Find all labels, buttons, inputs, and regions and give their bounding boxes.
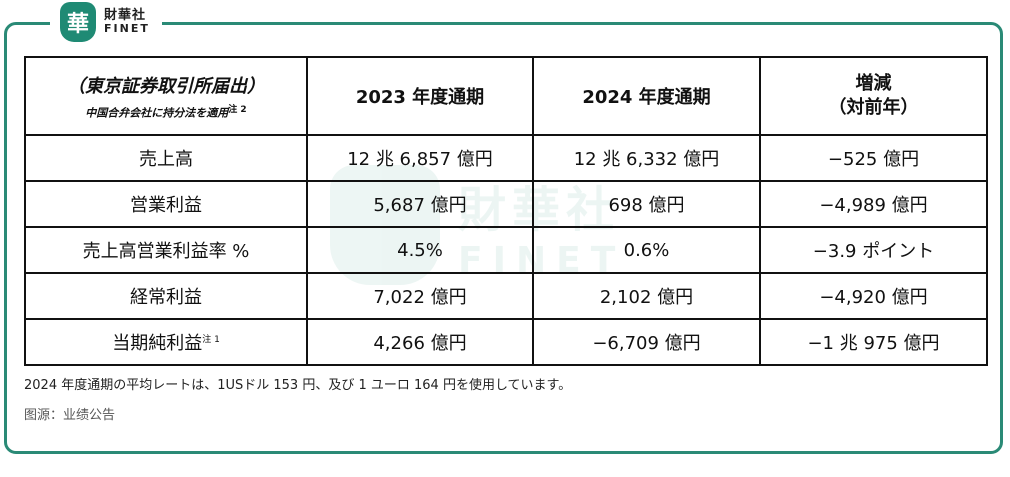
image-source: 图源：业绩公告 bbox=[24, 408, 116, 423]
financial-results-table: （東京証券取引所届出） 中国合弁会社に持分法を適用注 2 2023 年度通期 2… bbox=[24, 56, 988, 366]
value-change: −525 億円 bbox=[759, 134, 988, 182]
row-note: 注 1 bbox=[202, 335, 220, 345]
table-row: 売上高営業利益率 % 4.5% 0.6% −3.9 ポイント bbox=[24, 226, 988, 274]
value-change: −4,989 億円 bbox=[759, 180, 988, 228]
exchange-rate-footnote: 2024 年度通期の平均レートは、1USドル 153 円、及び 1 ユーロ 16… bbox=[24, 378, 572, 393]
row-label: 売上高営業利益率 % bbox=[24, 226, 308, 274]
row-label: 経常利益 bbox=[24, 272, 308, 320]
value-2024: −6,709 億円 bbox=[532, 318, 761, 366]
header-2023: 2023 年度通期 bbox=[306, 56, 534, 136]
table-header-row: （東京証券取引所届出） 中国合弁会社に持分法を適用注 2 2023 年度通期 2… bbox=[24, 56, 988, 136]
content-frame bbox=[4, 22, 1003, 454]
finet-logo: 華 財華社 FINET bbox=[50, 0, 162, 44]
value-2023: 4,266 億円 bbox=[306, 318, 534, 366]
value-2023: 5,687 億円 bbox=[306, 180, 534, 228]
value-2023: 7,022 億円 bbox=[306, 272, 534, 320]
value-change: −4,920 億円 bbox=[759, 272, 988, 320]
table-row: 売上高 12 兆 6,857 億円 12 兆 6,332 億円 −525 億円 bbox=[24, 134, 988, 182]
value-2024: 12 兆 6,332 億円 bbox=[532, 134, 761, 182]
value-2023: 4.5% bbox=[306, 226, 534, 274]
table-row: 経常利益 7,022 億円 2,102 億円 −4,920 億円 bbox=[24, 272, 988, 320]
table-row: 営業利益 5,687 億円 698 億円 −4,989 億円 bbox=[24, 180, 988, 228]
value-2024: 2,102 億円 bbox=[532, 272, 761, 320]
header-subtitle: 中国合弁会社に持分法を適用注 2 bbox=[85, 104, 247, 120]
row-label: 売上高 bbox=[24, 134, 308, 182]
brand-name-zh: 財華社 bbox=[104, 8, 147, 24]
value-2024: 698 億円 bbox=[532, 180, 761, 228]
value-2023: 12 兆 6,857 億円 bbox=[306, 134, 534, 182]
row-label: 営業利益 bbox=[24, 180, 308, 228]
header-2024: 2024 年度通期 bbox=[532, 56, 761, 136]
header-change: 増減 （対前年） bbox=[759, 56, 988, 136]
logo-text: 財華社 FINET bbox=[104, 9, 150, 34]
value-2024: 0.6% bbox=[532, 226, 761, 274]
header-title-cell: （東京証券取引所届出） 中国合弁会社に持分法を適用注 2 bbox=[24, 56, 308, 136]
logo-seal-icon: 華 bbox=[60, 2, 96, 42]
table-row: 当期純利益注 1 4,266 億円 −6,709 億円 −1 兆 975 億円 bbox=[24, 318, 988, 366]
row-label: 当期純利益注 1 bbox=[24, 318, 308, 366]
value-change: −1 兆 975 億円 bbox=[759, 318, 988, 366]
brand-name-en: FINET bbox=[104, 22, 150, 36]
value-change: −3.9 ポイント bbox=[759, 226, 988, 274]
header-title: （東京証券取引所届出） bbox=[67, 75, 265, 97]
